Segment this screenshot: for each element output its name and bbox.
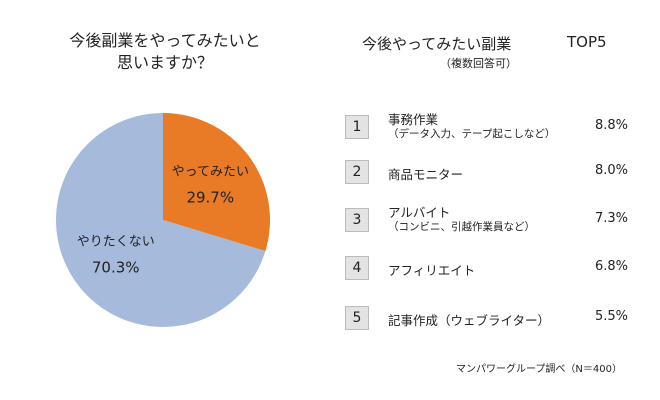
item-label: 事務作業 [388, 112, 439, 127]
item-label: アルバイト [388, 205, 451, 220]
item-value: 8.8% [594, 118, 628, 133]
item-label: アフィリエイト [388, 263, 476, 278]
pie-slice [163, 113, 270, 252]
item-value: 8.0% [594, 163, 628, 178]
slice-value-label: 29.7% [186, 188, 234, 206]
item-sublabel: （コンビニ、引越作業員など） [388, 221, 535, 233]
slice-label: やりたくない [77, 235, 155, 250]
item-label: 商品モニター [388, 167, 464, 182]
rank-number: 4 [345, 256, 369, 280]
rank-number: 5 [345, 306, 369, 330]
slice-label: やってみたい [172, 164, 249, 179]
rank-number: 1 [345, 115, 369, 139]
rank-number: 2 [345, 160, 369, 184]
item-value: 7.3% [594, 211, 628, 226]
ranking-title: 今後やってみたい副業 [362, 35, 512, 53]
pie-slice [55, 113, 266, 327]
ranking-subtitle: （複数回答可） [440, 57, 517, 70]
item-value: 6.8% [594, 259, 628, 274]
ranking-badge: TOP5 [567, 33, 607, 51]
rank-number: 3 [345, 208, 369, 232]
chart-title: 今後副業をやってみたいと 思いますか？ [69, 31, 261, 72]
slice-value-label: 70.3% [92, 259, 140, 277]
item-value: 5.5% [594, 309, 628, 324]
item-label: 記事作成（ウェブライター） [388, 313, 551, 328]
item-sublabel: （データ入力、テープ起こしなど） [388, 128, 556, 140]
source-note: マンパワーグループ調べ（N＝400） [456, 364, 622, 375]
